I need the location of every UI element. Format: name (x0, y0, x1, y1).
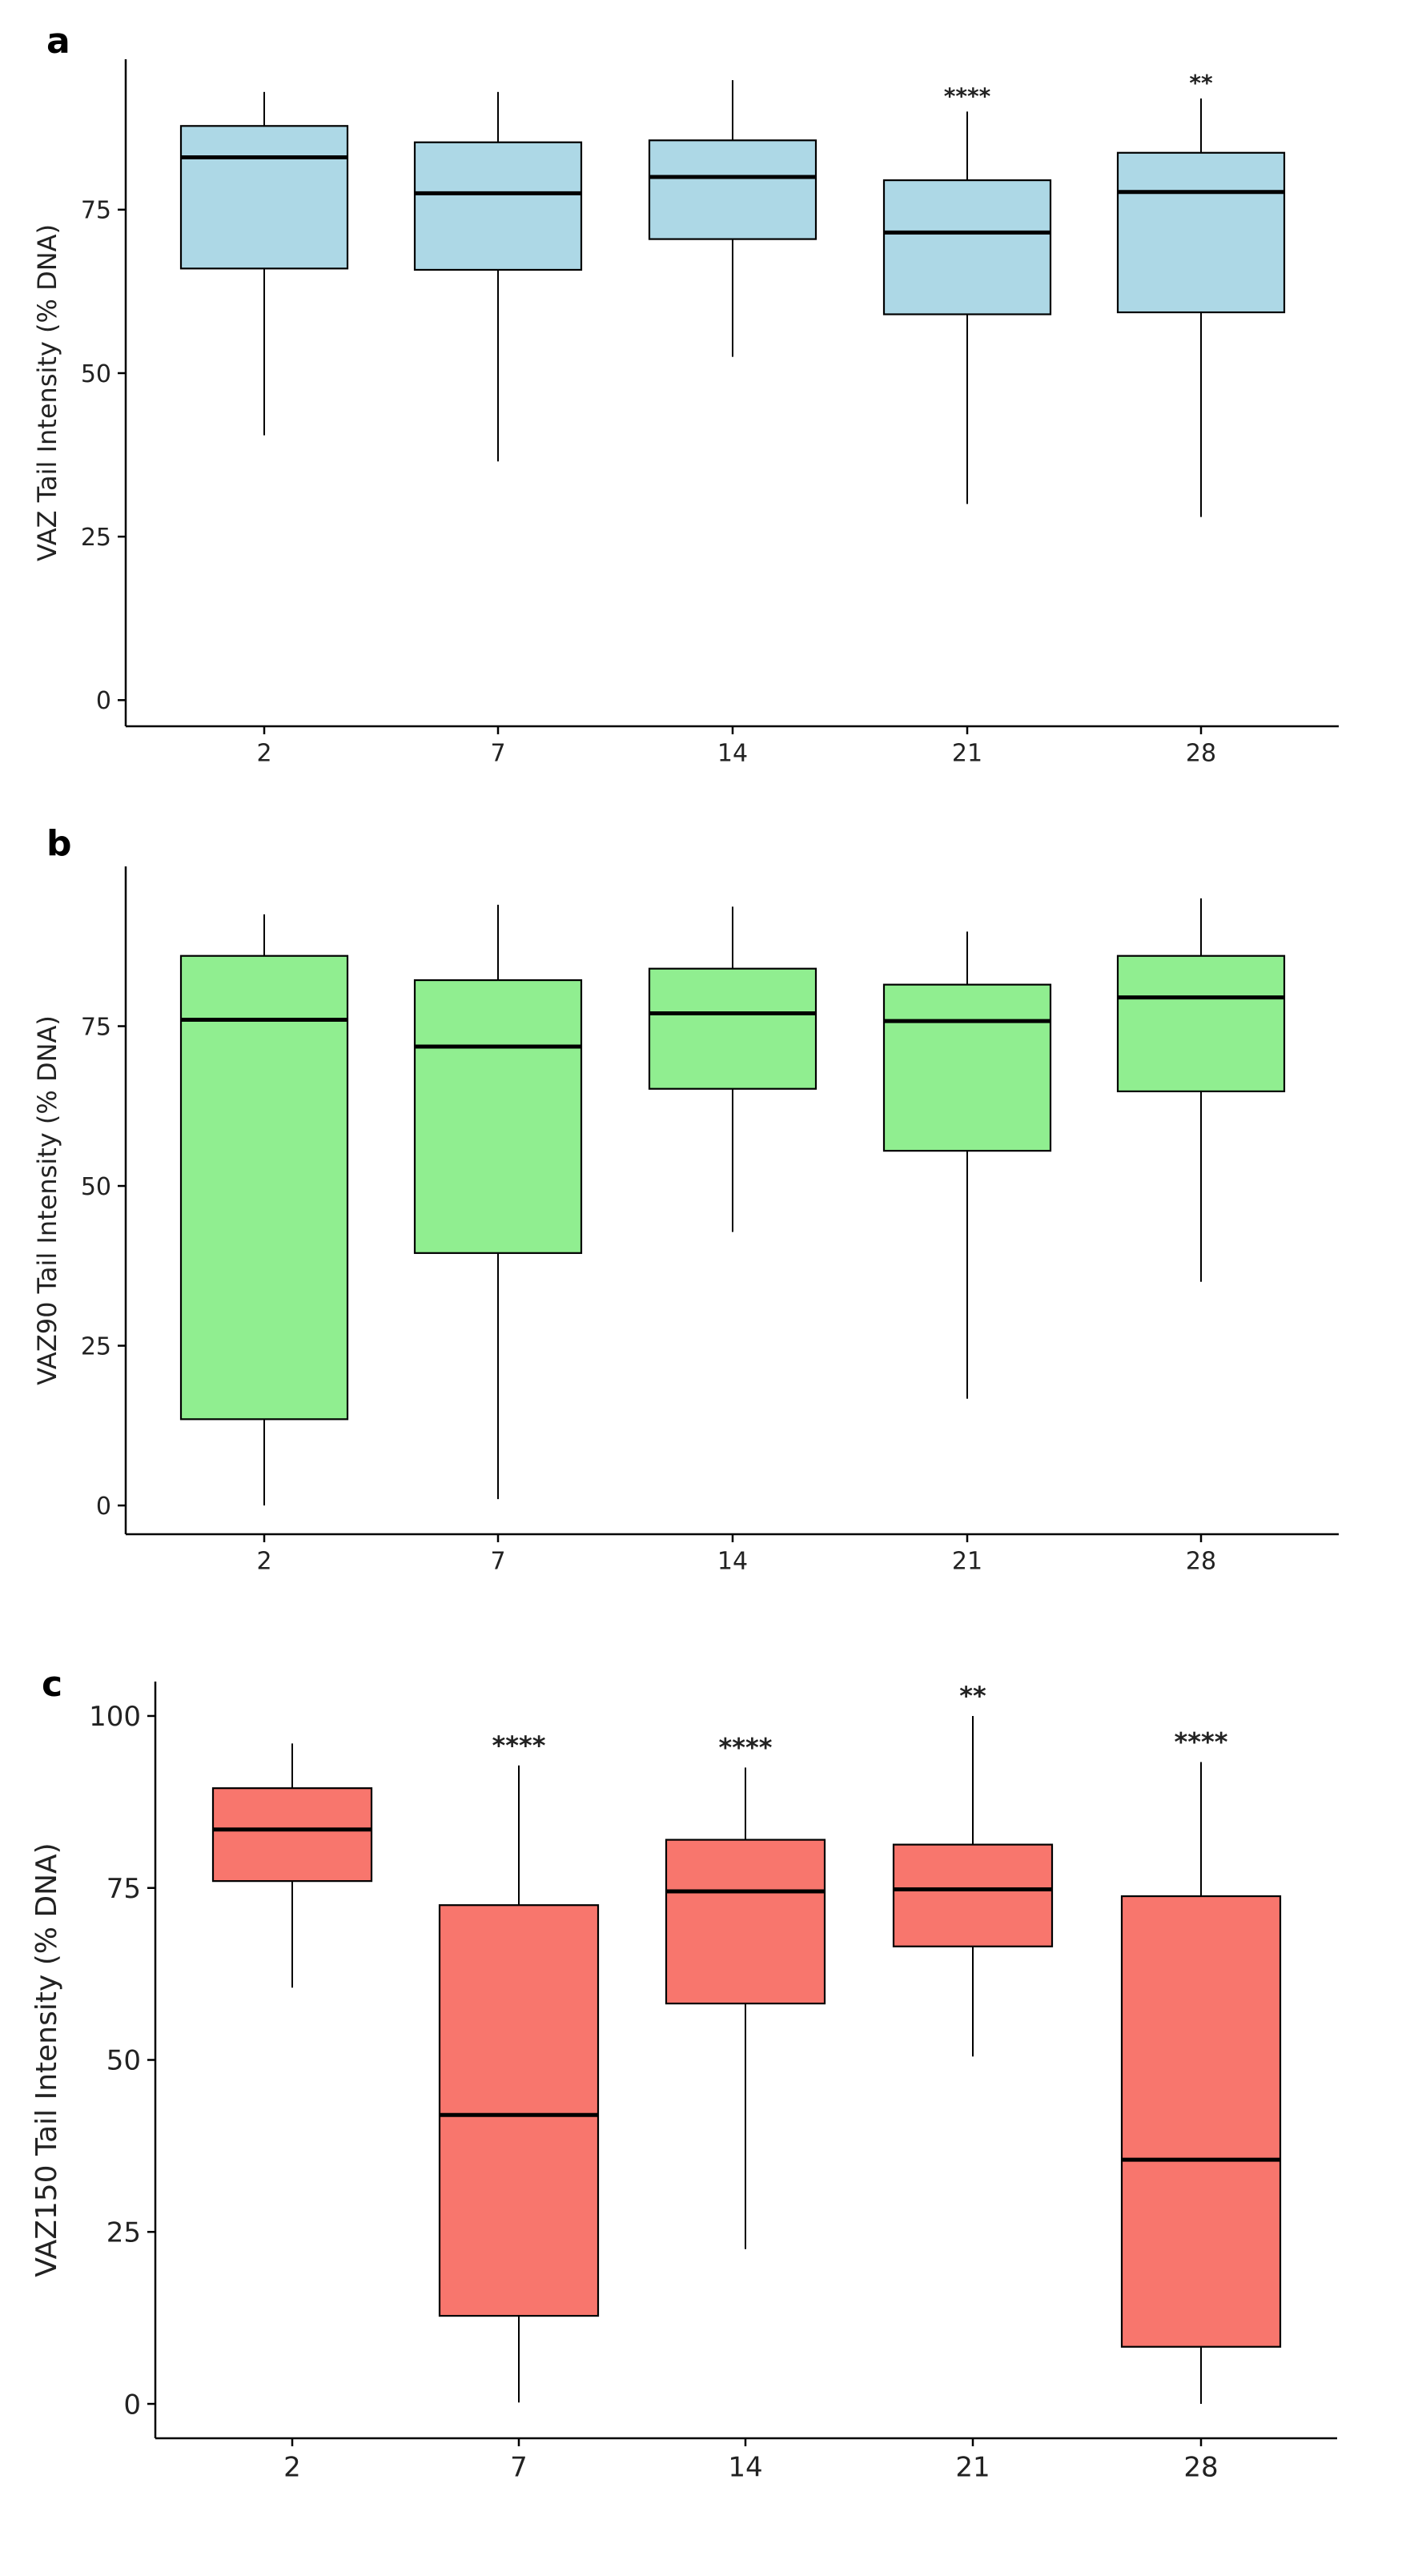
panel-a-y-tick-label: 0 (96, 687, 111, 715)
panel-b-box (882, 983, 1052, 1152)
panel-c-label: c (42, 1664, 62, 1705)
panel-c-y-tick-label: 25 (106, 2217, 141, 2249)
panel-a-significance-label: ** (1189, 70, 1213, 96)
panel-c-x-tick-label: 7 (510, 2452, 528, 2484)
panel-a-x-tick-label: 7 (490, 740, 505, 768)
panel-a-y-tick-label: 75 (81, 197, 111, 225)
panel-c-y-axis-label: VAZ150 Tail Intensity (% DNA) (30, 1843, 63, 2277)
panel-b-y-tick-label: 75 (81, 1013, 111, 1041)
panel-c-chart: c VAZ150 Tail Intensity (% DNA) 0 25 50 75 100… (30, 1664, 1337, 2484)
panel-a-chart: a VAZ Tail Intensity (% DNA) 0 25 50 75 2 7 14 21… (32, 21, 1339, 768)
panel-b-x-tick-label: 14 (717, 1548, 748, 1576)
panel-b-x-tick-label: 7 (490, 1548, 505, 1576)
panel-c-y-tick-label: 0 (123, 2389, 141, 2421)
panel-b-label: b (46, 823, 72, 864)
panel-a-x-tick-label: 28 (1186, 740, 1216, 768)
panel-c-significance-label: **** (1175, 1727, 1228, 1758)
panel-c-box (892, 1843, 1054, 1947)
panel-c-significance-label: **** (492, 1730, 546, 1761)
panel-b-y-axis-label: VAZ90 Tail Intensity (% DNA) (32, 1015, 62, 1385)
panel-b-chart: b VAZ90 Tail Intensity (% DNA) 0 25 50 75 2 7 14… (32, 823, 1339, 1576)
panel-a-box (179, 125, 349, 270)
panel-c-x-tick-label: 2 (283, 2452, 301, 2484)
panel-b-y-tick-label: 25 (81, 1332, 111, 1360)
panel-c-significance-label: ** (959, 1681, 986, 1711)
panel-c-x-tick-label: 14 (728, 2452, 762, 2484)
panel-a-box (648, 139, 817, 240)
panel-b-y-tick-label: 50 (81, 1173, 111, 1201)
panel-a-x-tick-label: 2 (256, 740, 271, 768)
panel-a-box (413, 141, 583, 271)
panel-c-box (211, 1787, 373, 1883)
panel-a-y-axis-label: VAZ Tail Intensity (% DNA) (32, 224, 62, 561)
panel-b-x-tick-label: 28 (1186, 1548, 1216, 1576)
panel-c-y-tick-label: 100 (89, 1701, 141, 1733)
panel-a-significance-label: **** (944, 82, 991, 109)
panel-c-box (1120, 1895, 1282, 2348)
panel-c-significance-label: **** (719, 1732, 773, 1762)
panel-b-box (648, 967, 817, 1090)
panel-a-y-tick-label: 50 (81, 360, 111, 388)
panel-a-box (1116, 151, 1286, 314)
panel-b-box (179, 954, 349, 1421)
panel-b-y-tick-label: 0 (96, 1493, 111, 1521)
panel-c-box (438, 1904, 600, 2317)
panel-a-box (882, 179, 1052, 315)
panel-c-x-tick-label: 21 (955, 2452, 990, 2484)
panel-a-label: a (46, 21, 70, 62)
panel-a-x-tick-label: 14 (717, 740, 748, 768)
panel-b-box (413, 979, 583, 1254)
panel-b-x-tick-label: 21 (952, 1548, 982, 1576)
panel-a-y-tick-label: 25 (81, 524, 111, 552)
panel-c-y-tick-label: 75 (106, 1873, 141, 1905)
panel-c-box (665, 1839, 826, 2005)
panel-b-x-tick-label: 2 (256, 1548, 271, 1576)
panel-a-x-tick-label: 21 (952, 740, 982, 768)
panel-c-x-tick-label: 28 (1183, 2452, 1218, 2484)
panel-c-y-tick-label: 50 (106, 2045, 141, 2077)
panel-b-box (1116, 954, 1286, 1093)
